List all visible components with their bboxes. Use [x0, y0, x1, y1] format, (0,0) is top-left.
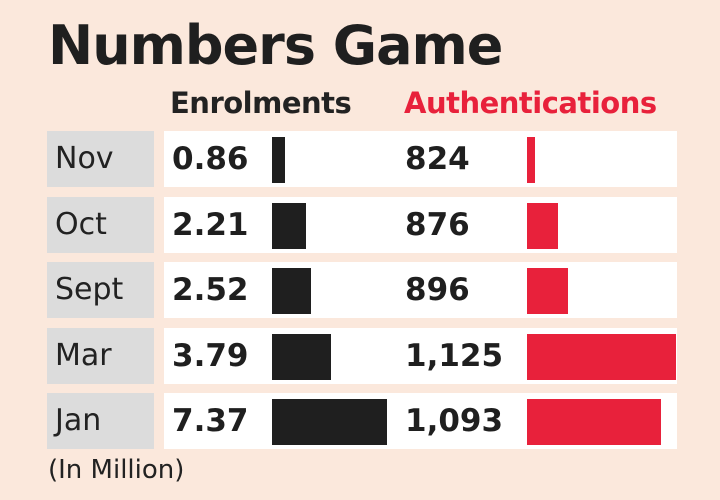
authentication-bar	[527, 333, 676, 380]
table-row: Nov 0.86 824	[0, 131, 720, 187]
month-label: Sept	[47, 262, 154, 318]
data-cell-background	[164, 131, 677, 187]
authentication-bar	[527, 137, 535, 183]
enrolment-bar	[272, 333, 332, 380]
chart-title: Numbers Game	[48, 14, 503, 77]
month-label: Jan	[47, 393, 154, 449]
enrolment-bar	[272, 399, 387, 445]
authentication-value-label: 876	[405, 206, 470, 243]
enrolment-value-label: 3.79	[172, 337, 249, 374]
authentications-header: Authentications	[404, 86, 657, 120]
unit-note: (In Million)	[48, 455, 185, 485]
authentication-bar	[527, 268, 568, 314]
month-label: Mar	[47, 327, 154, 384]
enrolment-value-label: 7.37	[172, 403, 249, 439]
data-cell-background	[164, 262, 677, 318]
enrolment-value-label: 2.52	[172, 272, 249, 308]
enrolment-value-label: 0.86	[172, 141, 249, 177]
table-row: Oct 2.21 876	[0, 196, 720, 253]
authentication-value-label: 896	[405, 272, 470, 308]
table-row: Sept 2.52 896	[0, 262, 720, 318]
month-label: Nov	[47, 131, 154, 187]
authentication-value-label: 824	[405, 141, 470, 177]
table-row: Jan 7.37 1,093	[0, 393, 720, 449]
authentication-bar	[527, 399, 661, 445]
data-cell-background	[164, 196, 677, 253]
authentication-bar	[527, 202, 559, 249]
authentication-value-label: 1,093	[405, 403, 504, 439]
authentication-value-label: 1,125	[405, 337, 504, 374]
enrolment-bar	[272, 202, 307, 249]
table-row: Mar 3.79 1,125	[0, 327, 720, 384]
enrolment-bar	[272, 137, 286, 183]
month-label: Oct	[47, 196, 154, 253]
enrolment-bar	[272, 268, 312, 314]
enrolments-header: Enrolments	[170, 86, 352, 120]
enrolment-value-label: 2.21	[172, 206, 249, 243]
